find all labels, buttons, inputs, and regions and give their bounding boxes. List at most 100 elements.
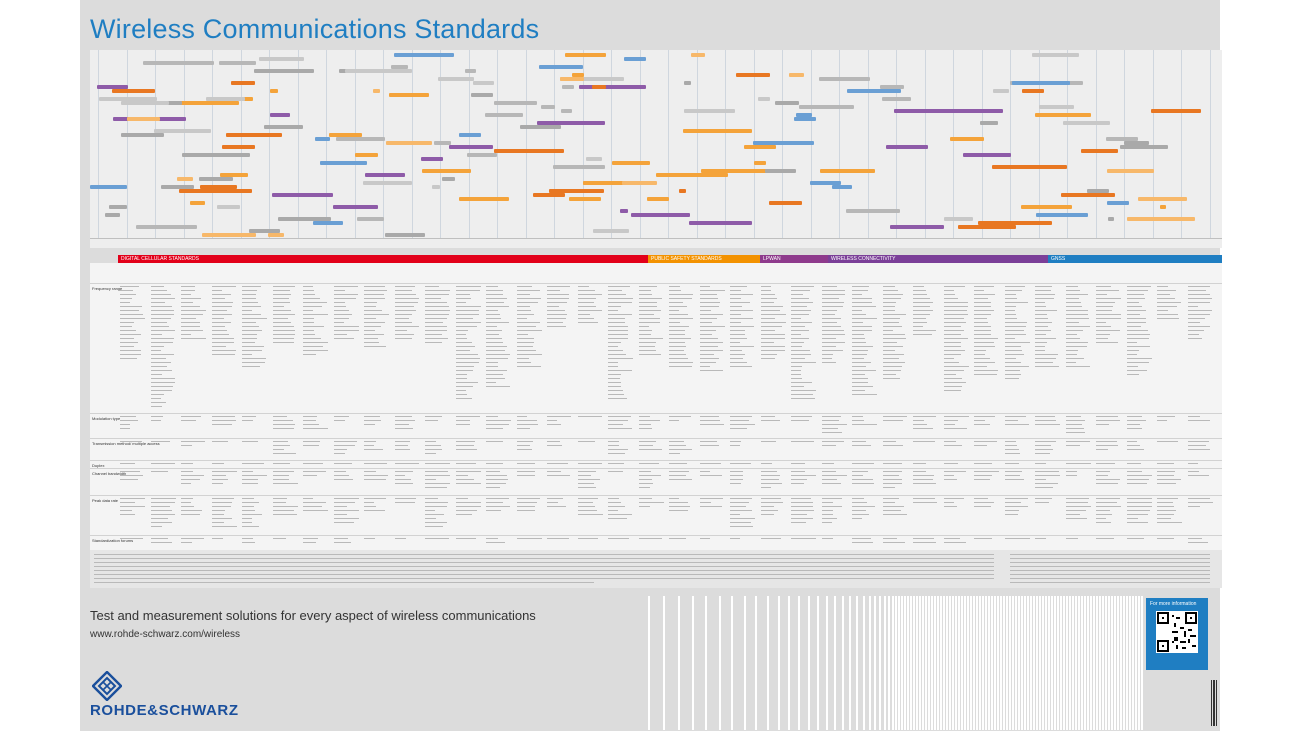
text-placeholder [974, 506, 991, 507]
band-bar [796, 113, 812, 117]
text-placeholder [791, 290, 810, 291]
text-placeholder [608, 386, 621, 387]
text-placeholder [1126, 445, 1140, 446]
footnote-placeholder [94, 558, 994, 559]
text-placeholder [760, 294, 775, 295]
category-label: PUBLIC SAFETY STANDARDS [651, 256, 722, 262]
band-bar [890, 225, 944, 229]
text-placeholder [1004, 475, 1020, 476]
text-placeholder [1126, 424, 1140, 425]
text-placeholder [150, 502, 175, 503]
text-placeholder [943, 420, 958, 421]
text-placeholder [1004, 350, 1022, 351]
text-placeholder [913, 471, 926, 472]
rohde-schwarz-logo-icon [92, 671, 122, 701]
text-placeholder [791, 318, 801, 319]
text-placeholder [791, 416, 812, 417]
text-placeholder [272, 445, 290, 446]
text-placeholder [821, 314, 835, 315]
band-bar [432, 185, 440, 189]
website-link[interactable]: www.rohde-schwarz.com/wireless [90, 629, 241, 640]
text-placeholder [1065, 358, 1084, 359]
text-placeholder [181, 338, 206, 339]
text-placeholder [1157, 514, 1174, 515]
text-placeholder [150, 390, 172, 391]
text-placeholder [211, 346, 226, 347]
text-placeholder [608, 306, 621, 307]
chart-gridline [1210, 50, 1211, 238]
text-placeholder [425, 334, 442, 335]
text-placeholder [730, 298, 741, 299]
text-placeholder [730, 330, 745, 331]
text-placeholder [821, 286, 837, 287]
text-placeholder [272, 424, 295, 425]
category-band [118, 255, 648, 263]
chart-gridline [469, 50, 470, 238]
text-placeholder [547, 286, 570, 287]
band-bar [386, 141, 432, 145]
text-placeholder [821, 290, 845, 291]
text-placeholder [547, 471, 561, 472]
text-placeholder [1126, 475, 1152, 476]
text-placeholder [760, 330, 775, 331]
table-row: Transmission method/ multiple access [90, 438, 1222, 461]
text-placeholder [486, 542, 505, 543]
chart-gridline [583, 50, 584, 238]
text-placeholder [516, 330, 542, 331]
text-placeholder [333, 518, 359, 519]
text-placeholder [852, 342, 866, 343]
text-placeholder [882, 314, 906, 315]
text-placeholder [943, 342, 961, 343]
text-placeholder [1126, 498, 1152, 499]
text-placeholder [821, 538, 833, 539]
footnote-placeholder [94, 566, 994, 567]
text-placeholder [364, 342, 379, 343]
text-placeholder [516, 314, 534, 315]
text-placeholder [852, 514, 869, 515]
text-placeholder [364, 510, 385, 511]
text-placeholder [1035, 326, 1048, 327]
text-placeholder [425, 479, 436, 480]
qr-code-icon[interactable] [1156, 611, 1198, 653]
chart-gridline [1067, 50, 1068, 238]
stripe [973, 596, 975, 730]
chart-gridline [640, 50, 641, 238]
text-placeholder [852, 475, 863, 476]
text-placeholder [120, 334, 141, 335]
text-placeholder [974, 314, 991, 315]
text-placeholder [608, 382, 621, 383]
text-placeholder [455, 479, 474, 480]
text-placeholder [1065, 514, 1080, 515]
text-placeholder [638, 471, 651, 472]
text-placeholder [1126, 354, 1137, 355]
stripe [958, 596, 960, 730]
text-placeholder [882, 502, 895, 503]
band-bar [177, 177, 193, 181]
text-placeholder [272, 314, 295, 315]
stripe [955, 596, 957, 730]
band-bar [336, 137, 385, 141]
text-placeholder [150, 374, 162, 375]
text-placeholder [1004, 420, 1018, 421]
text-placeholder [303, 441, 320, 442]
text-placeholder [821, 522, 832, 523]
text-placeholder [242, 310, 252, 311]
text-placeholder [272, 428, 294, 429]
text-placeholder [455, 370, 473, 371]
text-placeholder [730, 350, 742, 351]
band-bar [357, 217, 384, 221]
text-placeholder [486, 487, 500, 488]
text-placeholder [913, 483, 936, 484]
text-placeholder [486, 334, 499, 335]
chart-gridline [526, 50, 527, 238]
text-placeholder [608, 398, 627, 399]
text-placeholder [1157, 318, 1179, 319]
text-placeholder [1065, 314, 1088, 315]
text-placeholder [608, 342, 621, 343]
text-placeholder [760, 302, 774, 303]
text-placeholder [272, 302, 290, 303]
band-bar [894, 109, 954, 113]
text-placeholder [608, 370, 632, 371]
table-row: Peak data rate [90, 495, 1222, 536]
text-placeholder [333, 302, 345, 303]
